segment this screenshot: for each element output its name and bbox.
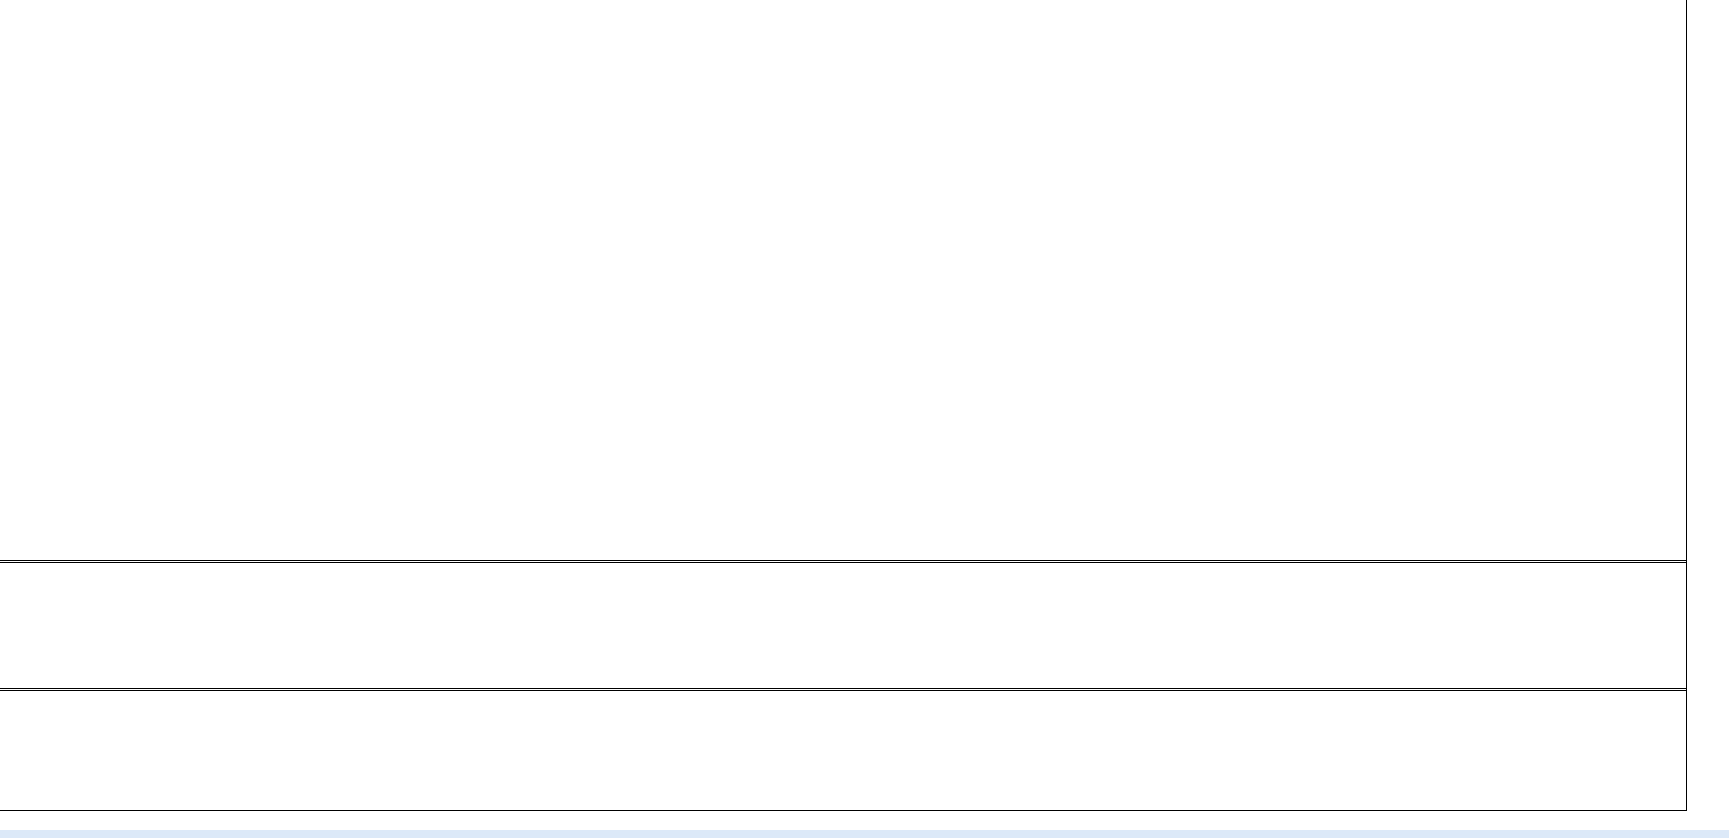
chart-bottom-border xyxy=(0,810,1686,811)
symbol-header xyxy=(6,2,19,14)
rsi-pane[interactable] xyxy=(0,691,1686,810)
price-pane[interactable] xyxy=(0,0,1686,560)
plot-area[interactable] xyxy=(0,0,1686,811)
price-axis[interactable] xyxy=(1687,0,1729,811)
time-axis[interactable] xyxy=(0,812,1729,830)
pane-divider[interactable] xyxy=(0,688,1686,691)
macd-pane[interactable] xyxy=(0,563,1686,688)
window-bottom-strip xyxy=(0,830,1729,838)
pane-divider[interactable] xyxy=(0,560,1686,563)
price-axis-border xyxy=(1686,0,1687,811)
